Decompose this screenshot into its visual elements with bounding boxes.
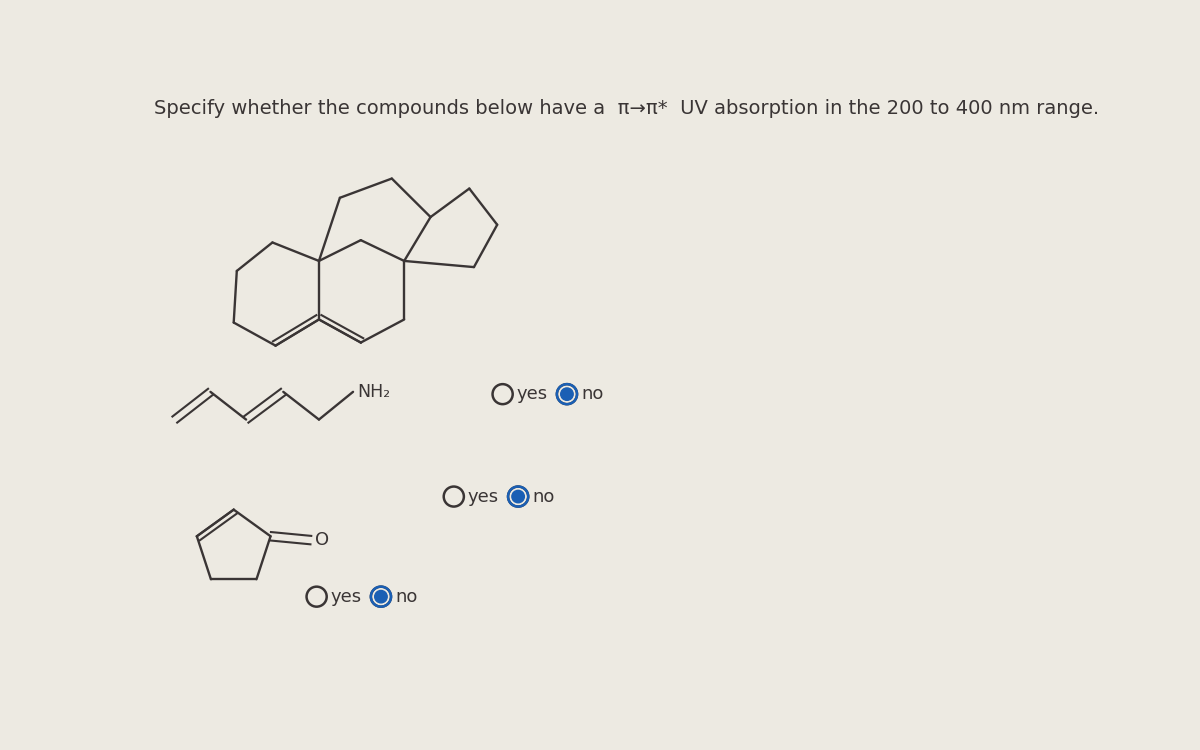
Text: Specify whether the compounds below have a  π→π*  UV absorption in the 200 to 40: Specify whether the compounds below have… [154, 99, 1099, 118]
Text: no: no [395, 588, 418, 606]
Text: yes: yes [468, 488, 499, 506]
Text: yes: yes [330, 588, 361, 606]
Text: NH₂: NH₂ [356, 382, 390, 400]
Circle shape [374, 590, 388, 603]
Circle shape [560, 388, 574, 400]
Circle shape [512, 490, 524, 502]
Text: no: no [532, 488, 554, 506]
Text: yes: yes [516, 386, 547, 404]
Text: O: O [314, 531, 329, 549]
Text: no: no [581, 386, 604, 404]
